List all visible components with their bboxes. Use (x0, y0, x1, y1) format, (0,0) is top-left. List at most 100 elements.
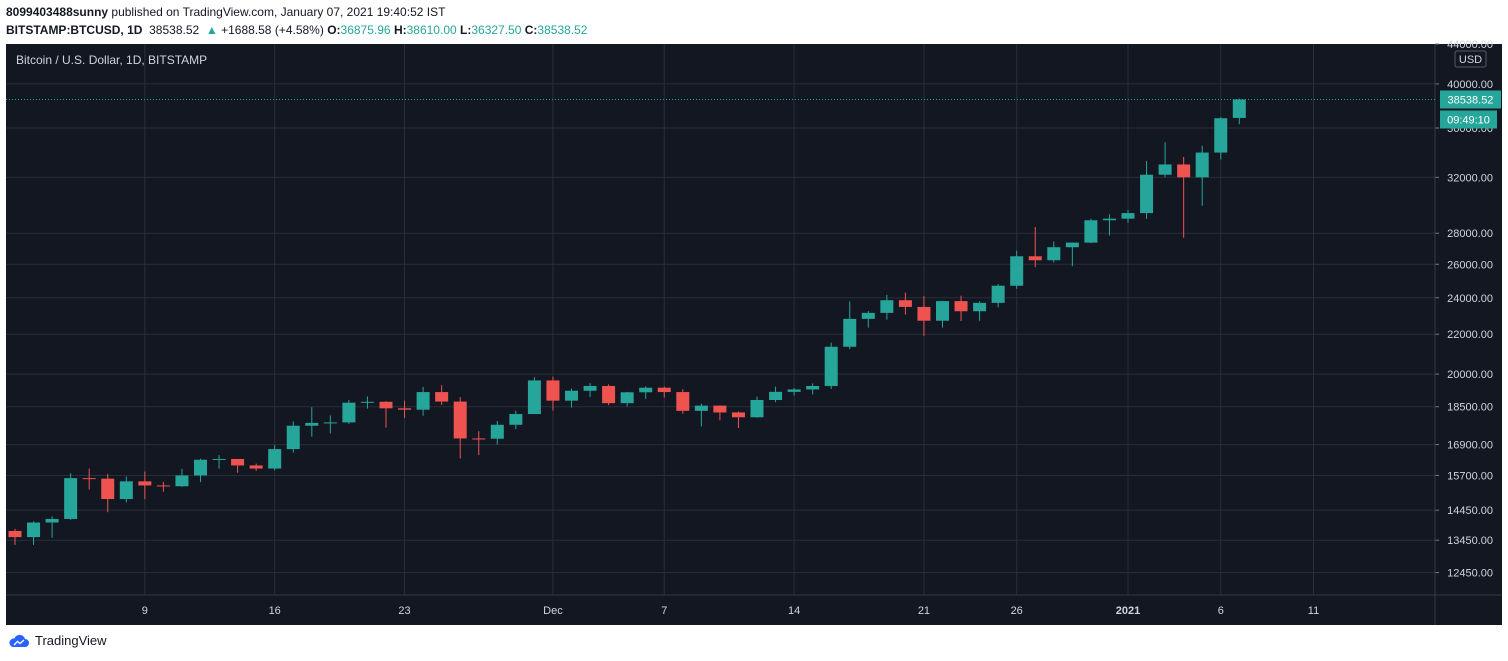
open-value: 36875.96 (340, 23, 391, 37)
candle-body (1047, 247, 1061, 261)
y-tick-label: 26000.00 (1447, 259, 1493, 271)
y-tick-label: 12450.00 (1447, 568, 1493, 580)
candle-body (175, 475, 189, 487)
countdown-badge (1440, 110, 1497, 129)
y-tick-label: 24000.00 (1447, 293, 1493, 305)
last-price-badge-label: 38538.52 (1448, 94, 1494, 106)
x-tick-label: 16 (269, 605, 281, 617)
candle-body (1158, 164, 1172, 175)
candle-body (1010, 256, 1024, 286)
candle-body (379, 401, 393, 409)
publish-text: published on TradingView.com, January 07… (108, 5, 446, 19)
candle-body (861, 312, 875, 319)
candle-body (64, 478, 78, 519)
candle-body (323, 422, 337, 424)
candle-body (398, 408, 412, 410)
candle-body (602, 385, 616, 404)
candle-body (1065, 242, 1079, 248)
x-tick-label: 11 (1308, 605, 1319, 617)
x-tick-label: 9 (142, 605, 148, 617)
candlestick-chart[interactable]: 44000.0040000.0036000.0032000.0028000.00… (0, 0, 1508, 625)
candle-body (268, 449, 282, 469)
symbol-label[interactable]: BITSTAMP:BTCUSD, 1D (6, 23, 143, 37)
candle-body (973, 302, 987, 312)
candle-body (639, 387, 653, 393)
y-tick-label: 16900.00 (1447, 440, 1493, 452)
candle-body (27, 522, 41, 538)
cloud-icon (9, 634, 30, 647)
candle-body (694, 405, 708, 411)
candle-body (583, 385, 597, 391)
candle-body (750, 400, 764, 418)
candle-body (101, 478, 115, 500)
candle-body (657, 387, 671, 393)
candle-body (527, 380, 541, 415)
candle-body (731, 412, 745, 418)
candle-body (286, 425, 300, 450)
candle-body (360, 401, 374, 403)
chart-title: Bitcoin / U.S. Dollar, 1D, BITSTAMP (16, 53, 208, 67)
candle-body (936, 301, 949, 321)
candle-body (1121, 213, 1135, 219)
x-tick-label: 26 (1011, 605, 1023, 617)
author-name[interactable]: 8099403488sunny (6, 5, 109, 19)
candle-body (416, 392, 430, 410)
candle-body (1028, 256, 1042, 261)
candle-body (898, 300, 912, 307)
candle-body (509, 414, 523, 425)
candle-body (45, 518, 59, 523)
candle-body (620, 392, 634, 404)
y-tick-label: 20000.00 (1447, 369, 1493, 381)
tradingview-brand: TradingView (35, 633, 107, 648)
candle-body (917, 306, 931, 321)
y-tick-label: 15700.00 (1447, 470, 1493, 482)
currency-label: USD (1459, 54, 1482, 66)
close-label: C: (524, 23, 538, 37)
x-tick-label: Dec (543, 605, 563, 617)
candle-body (843, 318, 857, 347)
y-tick-label: 18500.00 (1447, 402, 1493, 414)
x-tick-label: 21 (918, 605, 930, 617)
candle-body (991, 285, 1005, 303)
last-price-badge (1440, 90, 1501, 109)
low-value: 36327.50 (471, 23, 522, 37)
candle-body (954, 301, 968, 312)
close-value: 38538.52 (537, 23, 588, 37)
candle-body (249, 465, 263, 469)
candle-body (212, 458, 226, 460)
y-tick-label: 14450.00 (1447, 505, 1493, 517)
candle-body (1084, 220, 1098, 243)
high-label: H: (393, 23, 407, 37)
publish-info: 8099403488sunny published on TradingView… (6, 5, 445, 19)
candle-body (119, 481, 133, 500)
candle-body (231, 458, 245, 466)
tradingview-logo[interactable]: TradingView (8, 633, 107, 648)
x-tick-label: 14 (788, 605, 800, 617)
candle-body (194, 459, 207, 476)
candle-body (880, 300, 894, 313)
candle-body (453, 401, 467, 439)
candle-body (787, 389, 801, 392)
y-tick-label: 13450.00 (1447, 535, 1493, 547)
currency-box (1454, 50, 1487, 68)
candle-body (565, 390, 578, 401)
candle-body (138, 481, 152, 486)
candle-body (546, 380, 560, 401)
last-price: 38538.52 (149, 23, 200, 37)
candle-body (1140, 174, 1154, 214)
y-tick-label: 22000.00 (1447, 329, 1493, 341)
candle-body (435, 392, 449, 402)
candle-body (1214, 118, 1228, 153)
change-arrow-icon: ▲ (205, 23, 218, 37)
y-tick-label: 28000.00 (1447, 228, 1493, 240)
y-tick-label: 40000.00 (1447, 79, 1493, 91)
ohlc-legend: BITSTAMP:BTCUSD, 1D 38538.52 ▲ +1688.58 … (6, 23, 587, 37)
open-label: O: (327, 23, 341, 37)
candle-body (1177, 164, 1191, 178)
x-tick-label: 7 (661, 605, 667, 617)
x-tick-label: 23 (398, 605, 410, 617)
candle-body (342, 402, 356, 423)
candle-body (305, 422, 319, 426)
candle-body (676, 392, 690, 411)
low-label: L: (460, 23, 472, 37)
